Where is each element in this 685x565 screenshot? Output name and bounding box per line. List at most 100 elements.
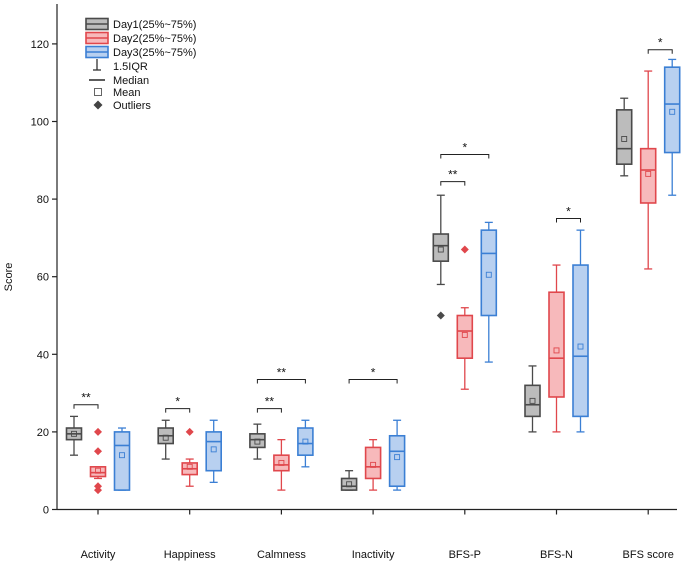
significance-bracket: * <box>556 205 581 223</box>
significance-label: ** <box>277 366 287 380</box>
mean-marker <box>119 452 125 459</box>
significance-label: ** <box>448 168 458 182</box>
box-plot <box>456 245 474 390</box>
iqr-box <box>480 229 498 317</box>
bracket-line <box>73 404 99 409</box>
significance-bracket: ** <box>440 168 466 186</box>
mean-marker <box>529 397 536 404</box>
x-axis: Activity Happiness Calmness Inactivity BFS-P… <box>57 508 677 561</box>
outlier-point <box>185 427 194 436</box>
iqr-box <box>364 446 382 480</box>
legend-label: 1.5IQR <box>113 61 148 73</box>
mean-marker <box>437 246 444 253</box>
mean-marker <box>302 438 309 445</box>
y-tick-label: 60 <box>37 272 49 284</box>
iqr-box <box>432 233 450 262</box>
mean-marker <box>553 347 560 354</box>
box-plot <box>548 264 565 433</box>
x-tick-label: BFS-P <box>449 549 481 561</box>
box-plot <box>181 427 198 487</box>
box-plot <box>273 439 290 491</box>
bracket-line <box>165 408 191 413</box>
significance-label: ** <box>265 395 275 409</box>
bracket-line <box>556 218 581 223</box>
y-axis-title: Score <box>3 263 15 292</box>
box-plot <box>524 365 541 433</box>
legend-label: Day2(25%~75%) <box>113 33 196 45</box>
mean-marker <box>621 136 628 142</box>
iqr-box <box>297 427 314 456</box>
significance-bracket: * <box>647 36 673 54</box>
x-tick-label: Activity <box>81 549 116 561</box>
outlier-point <box>94 427 102 436</box>
mean-marker <box>461 331 468 338</box>
mean-marker <box>394 454 401 461</box>
mean-marker <box>210 446 217 453</box>
significance-label: * <box>566 205 571 219</box>
box-plot <box>364 439 382 491</box>
iqr-box <box>548 291 565 398</box>
box-plot <box>65 415 83 456</box>
x-tick-label: Happiness <box>164 549 216 561</box>
box-plot <box>297 419 314 468</box>
mean-marker <box>577 343 584 350</box>
iqr-box <box>456 314 474 359</box>
legend-outlier-icon <box>93 100 103 110</box>
bracket-line <box>440 181 466 186</box>
y-tick-label: 100 <box>31 117 49 129</box>
mean-marker <box>485 271 492 278</box>
legend-label: Median <box>113 75 149 87</box>
box-plot <box>639 70 657 270</box>
box-plot <box>340 470 358 491</box>
bracket-line <box>647 49 673 54</box>
significance-bracket: ** <box>256 366 306 384</box>
significance-label: * <box>371 366 376 380</box>
mean-marker <box>346 481 353 488</box>
legend-label: Day3(25%~75%) <box>113 47 196 59</box>
box-plot <box>663 58 681 196</box>
iqr-box <box>388 434 406 488</box>
iqr-box <box>340 477 358 491</box>
mean-marker <box>95 467 101 474</box>
significance-bracket: ** <box>256 395 282 413</box>
x-tick-label: Inactivity <box>352 549 395 561</box>
significance-bracket: * <box>165 395 191 413</box>
x-tick-label: BFS-N <box>540 549 573 561</box>
legend: Day1(25%~75%) Day2(25%~75%) Day3(25%~75%) 1… <box>85 17 196 112</box>
iqr-box <box>249 433 266 449</box>
box-plots <box>65 58 681 495</box>
legend-label: Mean <box>113 87 141 99</box>
outlier-point <box>94 447 102 456</box>
outlier-point <box>460 245 469 254</box>
significance-bracket: ** <box>73 391 99 409</box>
legend-label: Outliers <box>113 100 151 112</box>
mean-marker <box>71 430 77 437</box>
y-tick-label: 120 <box>31 39 49 51</box>
box-plot <box>157 419 174 460</box>
iqr-box <box>273 454 290 472</box>
significance-label: * <box>658 36 663 50</box>
box-plot <box>205 419 222 483</box>
bracket-line <box>256 408 282 413</box>
y-tick-label: 0 <box>43 505 49 517</box>
bracket-line <box>348 379 398 384</box>
significance-label: * <box>462 140 467 154</box>
iqr-box <box>89 466 107 478</box>
iqr-box <box>572 264 589 418</box>
iqr-box <box>639 147 657 204</box>
significance-bracket: * <box>440 140 490 159</box>
y-axis: 0 20 40 60 80 100 120 <box>31 4 58 517</box>
box-plot <box>249 423 266 460</box>
box-plot <box>113 427 131 491</box>
outlier-point <box>436 311 445 320</box>
y-tick-label: 40 <box>37 349 49 361</box>
significance-brackets: ** * **** ****** <box>73 36 673 413</box>
mean-marker <box>278 459 285 466</box>
box-plot <box>89 427 107 495</box>
x-tick-label: BFS score <box>623 549 674 561</box>
significance-label: * <box>175 395 180 409</box>
mean-marker <box>370 461 377 468</box>
iqr-box <box>663 66 681 154</box>
outlier-point <box>94 482 102 491</box>
